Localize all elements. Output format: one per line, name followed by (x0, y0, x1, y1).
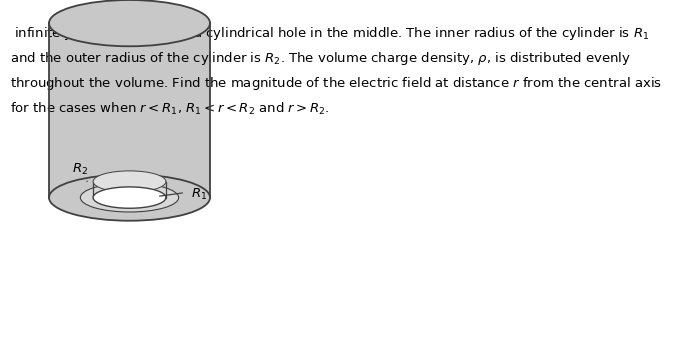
Polygon shape (49, 23, 210, 198)
Ellipse shape (93, 187, 166, 208)
Text: for the cases when $r < R_1$, $R_1 < r < R_2$ and $r > R_2$.: for the cases when $r < R_1$, $R_1 < r <… (10, 101, 330, 117)
Ellipse shape (80, 183, 178, 212)
Ellipse shape (49, 174, 210, 221)
Ellipse shape (49, 0, 210, 46)
Text: throughout the volume. Find the magnitude of the electric field at distance $r$ : throughout the volume. Find the magnitud… (10, 75, 662, 93)
Text: $R_1$: $R_1$ (191, 187, 207, 202)
Text: and the outer radius of the cylinder is $R_2$. The volume charge density, $\rho$: and the outer radius of the cylinder is … (10, 50, 631, 67)
Text: $R_2$: $R_2$ (72, 162, 89, 177)
Ellipse shape (93, 171, 166, 192)
Text: infinitely long cylinder has a cylindrical hole in the middle. The inner radius : infinitely long cylinder has a cylindric… (10, 25, 650, 42)
